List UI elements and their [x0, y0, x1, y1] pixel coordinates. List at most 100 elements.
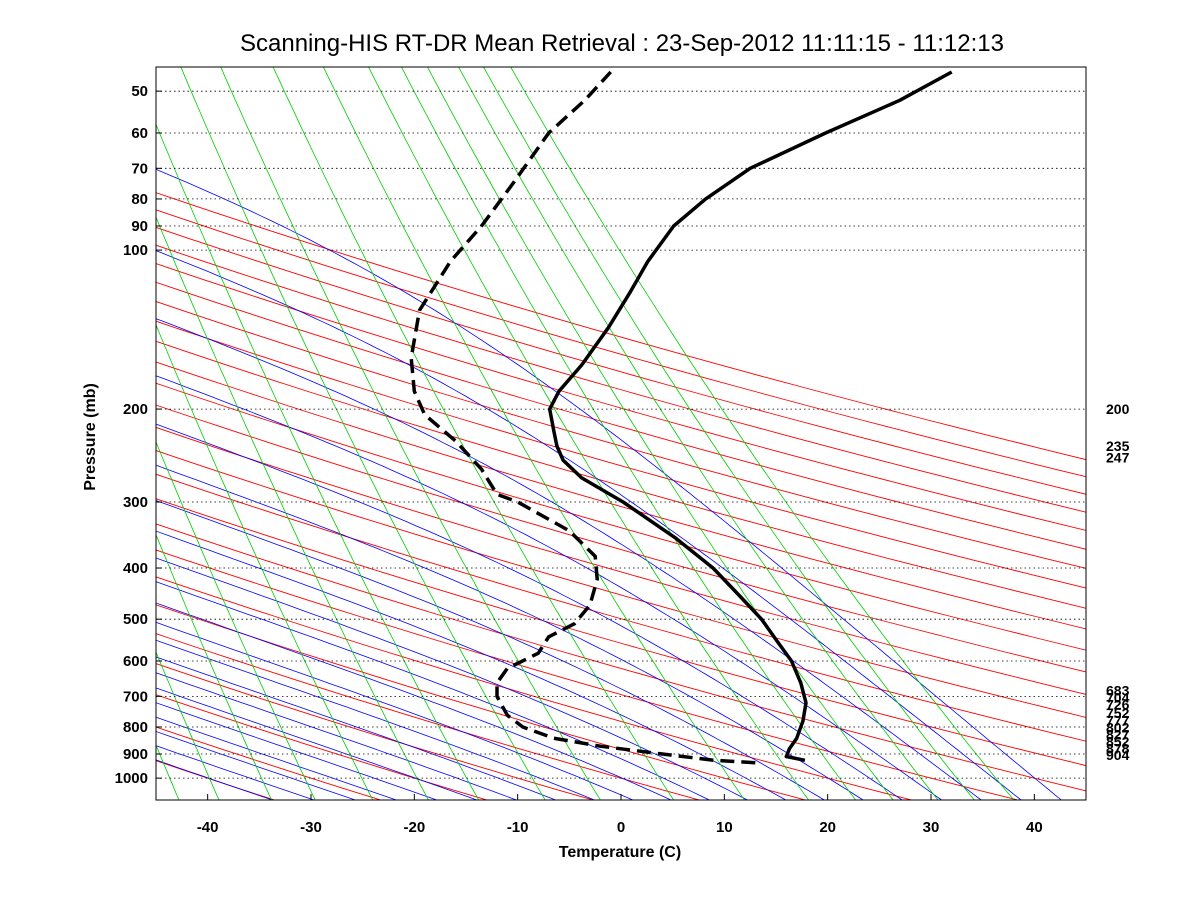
mixing-ratio-line: [0, 64, 30, 804]
x-axis-title: Temperature (C): [559, 844, 681, 861]
dry-adiabat-line: [156, 281, 1086, 550]
level-label: 752: [1106, 705, 1130, 721]
moist-adiabat-line: [156, 464, 864, 800]
mixing-ratio-line: [156, 533, 272, 800]
y-tick-label: 50: [131, 83, 148, 100]
dry-adiabat-line: [156, 576, 914, 800]
moist-adiabat-line: [156, 656, 557, 800]
mixing-ratio-line: [156, 323, 374, 800]
level-label: 852: [1106, 733, 1130, 749]
mixing-ratio-line: [400, 67, 857, 800]
level-label: 777: [1106, 712, 1130, 728]
y-tick-label: 60: [131, 125, 148, 142]
level-label: 802: [1106, 720, 1130, 736]
dry-adiabat-line: [156, 426, 1086, 695]
dry-adiabat-line: [156, 209, 1086, 478]
x-tick-label: -20: [403, 819, 425, 836]
mixing-ratio-line: [220, 67, 601, 800]
moist-adiabat-line: [156, 716, 398, 800]
mixing-ratio-line: [0, 64, 55, 804]
x-tick-label: -40: [197, 819, 219, 836]
x-tick-label: 30: [923, 819, 940, 836]
moist-adiabat-line: [156, 530, 787, 800]
moist-adiabat-line: [156, 639, 596, 800]
y-tick-label: 400: [123, 560, 148, 577]
level-label: 704: [1106, 690, 1130, 706]
level-label: 827: [1106, 727, 1130, 743]
mixing-ratio-line: [458, 67, 939, 800]
dewpoint-profile-line: [409, 70, 756, 765]
mixing-ratio-line: [368, 67, 810, 800]
mixing-ratio-line: [272, 67, 675, 800]
moist-adiabat-line: [156, 250, 1022, 800]
y-tick-label: 700: [123, 688, 148, 705]
temperature-profile-line: [547, 70, 953, 763]
y-tick-label: 300: [123, 494, 148, 511]
x-tick-label: 20: [819, 819, 836, 836]
dry-adiabat-line: [156, 450, 1086, 718]
level-label: 200: [1106, 401, 1130, 417]
plot-frame: [155, 66, 1087, 801]
x-tick-label: -10: [507, 819, 529, 836]
y-tick-label: 200: [123, 401, 148, 418]
y-tick-label: 80: [131, 191, 148, 208]
moist-adiabat-line: [156, 581, 711, 800]
y-tick-label: 1000: [115, 770, 148, 787]
background-lines: [0, 64, 1086, 804]
moist-adiabat-line: [156, 557, 749, 800]
mixing-ratio-line: [483, 67, 975, 800]
moist-adiabat-line: [156, 702, 438, 800]
moist-adiabat-line: [156, 731, 357, 800]
dry-adiabat-line: [156, 404, 1086, 673]
dry-adiabat-line: [156, 523, 1086, 792]
mixing-ratio-line: [0, 64, 90, 804]
moist-adiabat-line: [156, 168, 1062, 800]
moist-adiabat-line: [156, 621, 634, 800]
level-label: 235: [1106, 438, 1130, 454]
x-tick-label: -30: [300, 819, 322, 836]
y-axis-title: Pressure (mb): [82, 383, 99, 491]
mixing-ratio-line: [323, 67, 745, 800]
moist-adiabat-line: [156, 745, 316, 800]
mixing-ratio-line: [0, 64, 136, 804]
y-tick-label: 90: [131, 218, 148, 235]
mixing-ratio-line: [156, 216, 429, 800]
dry-adiabat-line: [156, 192, 1086, 461]
dry-adiabat-line: [156, 263, 1086, 531]
mixing-ratio-line: [180, 67, 546, 800]
moist-adiabat-line: [156, 602, 673, 800]
y-tick-label: 100: [123, 242, 148, 259]
data-lines: [409, 70, 953, 765]
moist-adiabat-line: [156, 423, 903, 800]
x-tick-label: 0: [617, 819, 625, 836]
dry-adiabat-line: [156, 361, 1086, 630]
moist-adiabat-line: [156, 672, 518, 800]
dry-adiabat-line: [156, 473, 1086, 742]
level-label: 878: [1106, 740, 1130, 756]
dry-adiabat-line: [156, 498, 1086, 767]
dry-adiabat-line: [156, 604, 807, 800]
x-tick-label: 10: [716, 819, 733, 836]
dry-adiabat-line: [156, 633, 701, 800]
mixing-ratio-line: [426, 67, 894, 800]
dry-adiabat-line: [156, 244, 1086, 513]
dry-adiabat-line: [156, 301, 1086, 569]
mixing-ratio-line: [510, 67, 1015, 800]
dry-adiabat-line: [156, 226, 1086, 495]
dry-adiabat-line: [156, 726, 383, 800]
chart-title: Scanning-HIS RT-DR Mean Retrieval : 23-S…: [240, 30, 1004, 57]
dry-adiabat-line: [156, 382, 1086, 651]
dry-adiabat-line: [156, 663, 595, 800]
mixing-ratio-line: [156, 440, 316, 800]
y-axis: 50 60 70 80 90 100 200 300 400 500 600 700 800 900 100…: [115, 83, 162, 787]
moist-adiabat-line: [156, 500, 826, 800]
level-label: 904: [1106, 747, 1130, 763]
mixing-ratio-line: [156, 123, 480, 800]
y-tick-label: 500: [123, 611, 148, 628]
y-tick-label: 600: [123, 653, 148, 670]
dry-adiabat-line: [156, 320, 1086, 589]
level-label: 726: [1106, 697, 1130, 713]
